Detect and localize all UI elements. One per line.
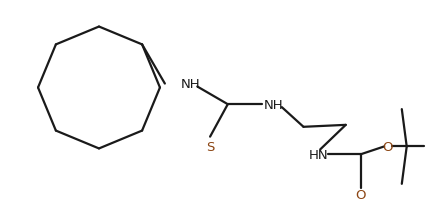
Text: O: O: [355, 188, 366, 201]
Text: O: O: [382, 140, 392, 153]
Text: HN: HN: [308, 148, 328, 161]
Text: NH: NH: [181, 78, 200, 91]
Text: NH: NH: [264, 98, 284, 111]
Text: S: S: [206, 140, 214, 153]
